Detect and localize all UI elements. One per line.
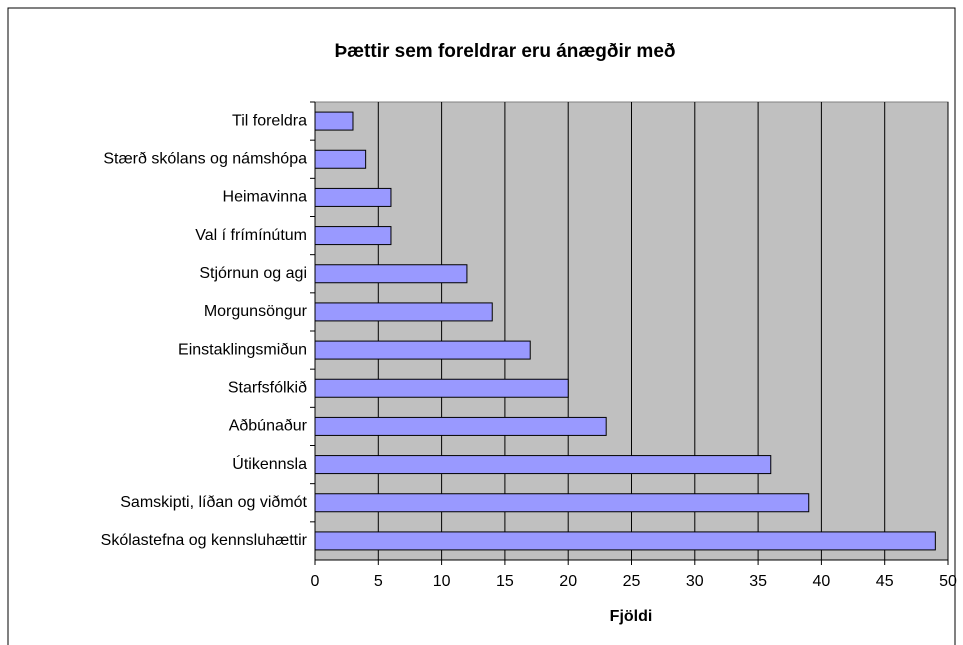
bar <box>314 531 936 551</box>
bar <box>314 302 493 322</box>
x-tick-label: 45 <box>876 573 894 590</box>
y-tick-label: Samskipti, líðan og viðmót <box>120 494 307 511</box>
bar <box>314 455 772 475</box>
y-tick-label: Til foreldra <box>232 112 307 129</box>
bar <box>314 226 392 246</box>
y-tick-label: Útikennsla <box>232 454 307 473</box>
x-tick-label: 10 <box>433 573 451 590</box>
x-tick-label: 30 <box>686 573 704 590</box>
x-tick-label: 5 <box>374 573 383 590</box>
bar <box>314 187 392 207</box>
bar <box>314 264 468 284</box>
x-tick-label: 50 <box>939 573 957 590</box>
y-tick-label: Aðbúnaður <box>229 418 308 435</box>
y-tick-label: Val í frímínútum <box>195 227 307 244</box>
y-tick-label: Stjórnun og agi <box>199 265 307 282</box>
x-tick-label: 40 <box>813 573 831 590</box>
chart-title: Þættir sem foreldrar eru ánægðir með <box>334 41 675 62</box>
bar <box>314 493 810 513</box>
x-tick-label: 0 <box>311 573 320 590</box>
y-tick-label: Einstaklingsmiðun <box>178 341 307 358</box>
y-tick-label: Starfsfólkið <box>228 379 307 396</box>
y-tick-label: Heimavinna <box>223 189 308 206</box>
x-tick-label: 15 <box>496 573 514 590</box>
x-tick-label: 20 <box>559 573 577 590</box>
x-tick-label: 35 <box>749 573 767 590</box>
x-tick-label: 25 <box>623 573 641 590</box>
bar <box>314 149 367 169</box>
y-tick-label: Skólastefna og kennsluhættir <box>101 532 308 549</box>
bar <box>314 340 531 360</box>
y-tick-label: Morgunsöngur <box>204 303 308 320</box>
x-axis-title: Fjöldi <box>610 608 653 625</box>
bar <box>314 378 569 398</box>
bar <box>314 416 607 436</box>
bar <box>314 111 354 131</box>
y-tick-label: Stærð skólans og námshópa <box>103 150 307 167</box>
